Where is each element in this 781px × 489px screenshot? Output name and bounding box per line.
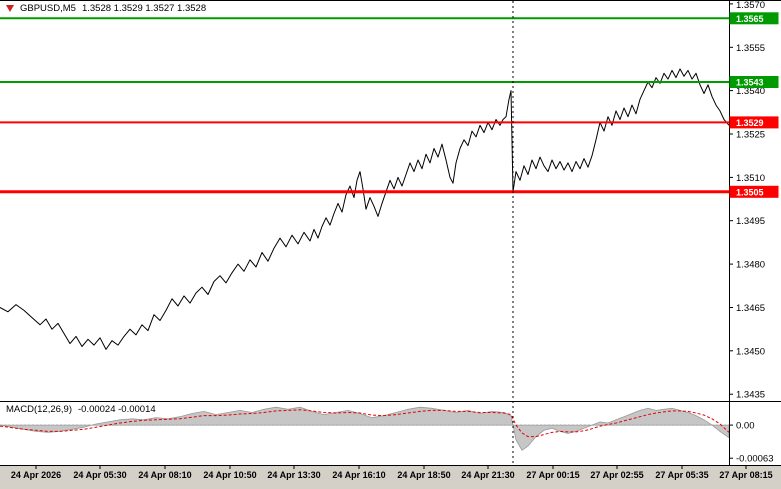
price-tick-label: 1.3480 [736, 260, 765, 271]
time-axis-label: 24 Apr 18:50 [397, 470, 451, 480]
time-axis-label: 27 Apr 02:55 [590, 470, 644, 480]
time-axis-label: 27 Apr 08:15 [719, 470, 773, 480]
time-axis-label: 24 Apr 16:10 [332, 470, 386, 480]
price-tick-label: 1.3495 [736, 216, 765, 227]
resistance-flag [729, 76, 779, 88]
price-tick-label: 1.3525 [736, 130, 765, 141]
ohlc-values: 1.3528 1.3529 1.3527 1.3528 [81, 3, 207, 14]
price-tick-label: 1.3540 [736, 86, 765, 97]
chart-symbol-icon [6, 5, 14, 12]
support-flag-label: 1.3505 [736, 187, 764, 197]
resistance-flag [729, 12, 779, 25]
current-price-flag [729, 116, 779, 129]
price-tick-label: 1.3435 [736, 390, 765, 401]
current-price-flag-label: 1.3529 [736, 118, 764, 128]
price-axis-labels: 1.3570 1.3555 1.3540 1.3525 1.3510 1.3495 1.34… [729, 0, 765, 401]
macd-values: -0.00024 -0.00014 [78, 404, 156, 415]
time-axis-ticks [35, 466, 747, 469]
macd-tick-label: -0.00063 [736, 454, 774, 465]
support-flag [729, 185, 779, 198]
time-axis-label: 27 Apr 00:15 [526, 470, 580, 480]
macd-plot [0, 406, 730, 451]
time-axis-label: 24 Apr 05:30 [73, 470, 127, 480]
time-axis-label: 24 Apr 13:30 [267, 470, 321, 480]
price-line [0, 68, 730, 350]
macd-name: MACD(12,26,9) [6, 404, 72, 415]
chart-title: GBPUSD,M5 1.3528 1.3529 1.3527 1.3528 [6, 3, 206, 14]
price-tick-label: 1.3450 [736, 346, 765, 357]
price-level-flags: 1.3565 1.3543 1.3529 1.3505 [729, 12, 779, 198]
price-tick-label: 1.3465 [736, 303, 765, 314]
symbol-period-label: GBPUSD,M5 [20, 3, 76, 14]
price-level-lines [0, 17, 729, 194]
plot-background [0, 0, 781, 465]
macd-indicator-label: MACD(12,26,9) -0.00024 -0.00014 [6, 404, 156, 415]
time-axis-label: 24 Apr 21:30 [461, 470, 515, 480]
price-tick-label: 1.3570 [736, 0, 765, 11]
price-tick-label: 1.3510 [736, 173, 765, 184]
time-axis-label: 24 Apr 10:50 [203, 470, 257, 480]
macd-tick-label: 0.00 [736, 421, 755, 432]
time-axis-label: 27 Apr 05:35 [655, 470, 709, 480]
time-axis-label: 24 Apr 2026 [10, 470, 62, 480]
price-tick-label: 1.3555 [736, 43, 765, 54]
macd-histogram [0, 406, 730, 451]
time-axis-label: 24 Apr 08:10 [138, 470, 192, 480]
time-axis: 24 Apr 2026 24 Apr 05:30 24 Apr 08:10 24 Ap… [0, 466, 781, 489]
resistance-flag-label: 1.3565 [736, 14, 764, 24]
resistance-flag-label: 1.3543 [736, 78, 764, 88]
macd-axis-labels: 0.00 -0.00063 [729, 421, 774, 465]
